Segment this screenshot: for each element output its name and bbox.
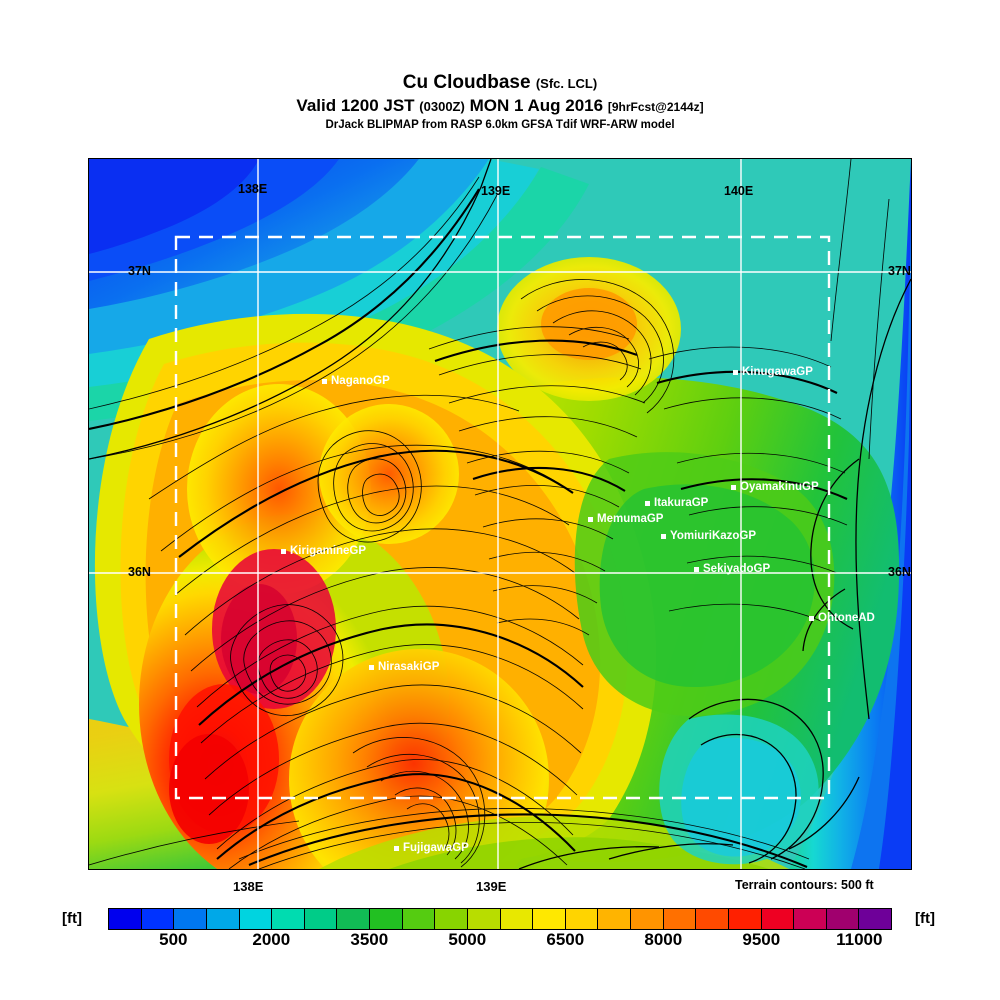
grid-label-left-37n: 37N [128,264,151,278]
colorbar-swatch-6 [304,909,338,929]
colorbar-swatch-14 [565,909,599,929]
station-dot-icon [322,378,327,384]
station-dot-icon [661,533,666,539]
station-dot-icon [281,548,286,554]
station-label: SekiyadoGP [703,563,771,575]
colorbar-tick-labels: 500 2000 3500 5000 6500 8000 9500 11000 [108,930,892,960]
terrain-contour-note: Terrain contours: 500 ft [735,878,874,892]
model-line: DrJack BLIPMAP from RASP 6.0km GFSA Tdif… [325,119,675,131]
grid-label-bottom-138e: 138E [233,879,264,894]
cloudbase-field [89,159,911,869]
station-itakura[interactable]: ItakuraGP [645,497,708,509]
colorbar-units-left: [ft] [62,910,82,927]
colorbar-legend: [ft] [ft] 500 2000 3500 5000 6500 8000 9500 110… [0,902,1000,962]
valid-line: Valid 1200 JST (0300Z) MON 1 Aug 2016 [9… [0,96,1000,116]
grid-label-right-37n: 37N [888,264,911,278]
colorbar-swatch-1 [141,909,175,929]
colorbar-swatch-22 [826,909,860,929]
colorbar-tick-500: 500 [159,930,188,949]
colorbar-swatch-17 [663,909,697,929]
grid-label-top-138e: 138E [238,182,268,196]
station-label: KinugawaGP [742,366,813,378]
colorbar-swatch-23 [859,909,891,929]
station-label: OhtoneAD [818,612,875,624]
map-svg [89,159,911,869]
station-dot-icon [809,615,814,621]
station-label: MemumaGP [597,513,664,525]
title-main-text: Cu Cloudbase [402,72,531,93]
station-label: OyamakinuGP [740,481,819,493]
colorbar-swatch-4 [239,909,273,929]
colorbar-swatch-0 [109,909,142,929]
forecast-domain-box [174,235,831,800]
station-dot-icon [588,516,593,522]
station-nirasaki[interactable]: NirasakiGP [369,661,439,673]
station-label: FujigawaGP [403,842,469,854]
forecast-tag: [9hrFcst@2144z] [607,100,704,114]
station-yomiurikazo[interactable]: YomiuriKazoGP [661,530,756,542]
station-dot-icon [645,500,650,506]
grid-label-top-139e: 139E [481,184,511,198]
colorbar-tick-6500: 6500 [546,930,585,949]
colorbar-tick-8000: 8000 [644,930,683,949]
grid-label-top-140e: 140E [724,184,754,198]
station-label: ItakuraGP [654,497,709,509]
colorbar-swatch-11 [467,909,501,929]
title-superscript: (Sfc. LCL) [535,76,598,91]
colorbar-swatch-7 [337,909,370,929]
colorbar-swatch-8 [370,909,403,929]
colorbar-swatch-9 [402,909,436,929]
colorbar-swatch-16 [631,909,664,929]
colorbar-swatch-3 [206,909,240,929]
station-ohtone[interactable]: OhtoneAD [809,612,875,624]
valid-utc: (0300Z) [419,99,465,114]
colorbar-swatch-13 [533,909,566,929]
colorbar-tick-3500: 3500 [350,930,389,949]
terrain-contours-bold [89,188,848,868]
station-kinugawa[interactable]: KinugawaGP [733,366,813,378]
station-dot-icon [731,484,736,490]
colorbar-tick-11000: 11000 [836,930,883,949]
station-dot-icon [733,369,738,375]
station-dot-icon [369,664,374,670]
colorbar-units-right: [ft] [915,910,935,927]
coastline [89,159,911,869]
lat-lon-grid [89,159,911,869]
colorbar-swatch-2 [174,909,207,929]
station-label: NirasakiGP [378,661,440,673]
station-sekiyado[interactable]: SekiyadoGP [694,563,770,575]
station-memuma[interactable]: MemumaGP [588,513,663,525]
colorbar-swatches[interactable] [108,908,892,930]
map-canvas[interactable] [88,158,912,870]
station-fujigawa[interactable]: FujigawaGP [394,842,469,854]
station-label: KirigamineGP [290,545,367,557]
colorbar-tick-5000: 5000 [448,930,487,949]
colorbar-swatch-12 [500,909,534,929]
colorbar-swatch-10 [435,909,468,929]
page-title: Cu Cloudbase (Sfc. LCL) [0,72,1000,94]
station-kirigamine[interactable]: KirigamineGP [281,545,366,557]
grid-label-left-36n: 36N [128,565,151,579]
valid-date: MON 1 Aug 2016 [469,96,604,115]
station-label: YomiuriKazoGP [670,530,757,542]
colorbar-swatch-18 [696,909,729,929]
colorbar-swatch-5 [272,909,305,929]
colorbar-swatch-15 [598,909,631,929]
station-label: NaganoGP [331,375,390,387]
station-dot-icon [694,566,699,572]
station-dot-icon [394,845,399,851]
colorbar-swatch-21 [794,909,827,929]
colorbar-tick-2000: 2000 [252,930,291,949]
grid-label-bottom-139e: 139E [476,879,507,894]
colorbar-tick-9500: 9500 [742,930,781,949]
station-nagano[interactable]: NaganoGP [322,375,390,387]
grid-label-right-36n: 36N [888,565,911,579]
colorbar-swatch-19 [728,909,762,929]
station-oyamakinu[interactable]: OyamakinuGP [731,481,819,493]
title-block: Cu Cloudbase (Sfc. LCL) Valid 1200 JST (… [0,72,1000,131]
valid-prefix: Valid 1200 JST [296,96,415,115]
colorbar-swatch-20 [761,909,795,929]
